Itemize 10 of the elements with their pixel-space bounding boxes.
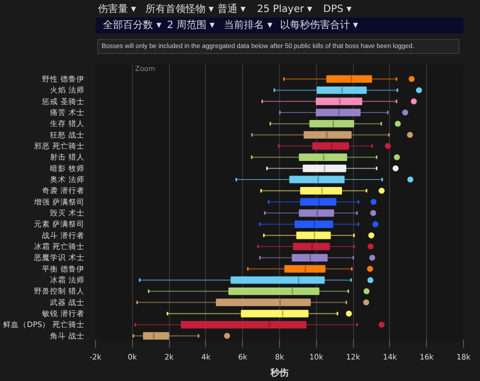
text: 伤害量 ▾: [98, 3, 136, 15]
text: 当前排名 ▾: [224, 19, 272, 31]
text: DPS ▾: [323, 4, 352, 15]
x-axis-title: 秒伤: [270, 368, 288, 378]
text: 以每秒伤害合计 ▾: [280, 19, 358, 31]
text: 2 周范围 ▾: [166, 19, 215, 31]
text: 全部百分数 ▾: [103, 19, 162, 31]
text: 所有首领怪物 ▾: [145, 3, 214, 15]
text: 25 Player ▾: [256, 4, 312, 15]
text: 普通 ▾: [217, 3, 246, 15]
